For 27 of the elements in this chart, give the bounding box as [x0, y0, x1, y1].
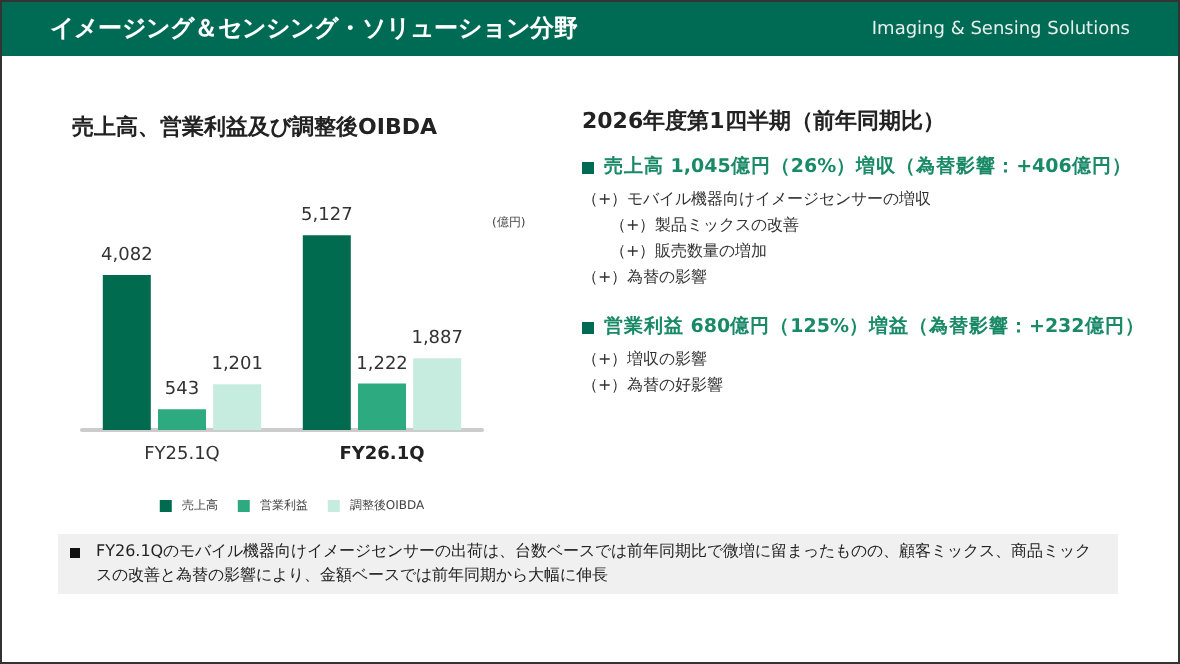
text: 営業利益 680億円（125%）増益（為替影響：+232億円） [602, 314, 1147, 340]
text: （+）増収の影響 [582, 348, 710, 372]
x-tick-label: FY25.1Q [144, 445, 220, 465]
bar [358, 383, 406, 430]
chart-title: イメージング＆センシング・ソリューション分野 [50, 12, 578, 46]
data-label: 1,222 [356, 354, 408, 375]
data-label: 5,127 [301, 206, 353, 227]
data-label: 1,887 [411, 329, 463, 350]
text: （+）モバイル機器向けイメージセンサーの増収 [582, 188, 934, 212]
data-label: 4,082 [101, 245, 153, 266]
text: （+）為替の影響 [582, 266, 710, 290]
text: FY26.1Qのモバイル機器向けイメージセンサーの出荷は、台数ベースでは前年同期比で微増に留まったものの、顧客ミックス、商品ミックスの改善と為替の影響により、金額ベースでは前年同期から大幅に伸長 [96, 540, 1094, 588]
text: 売上高 1,045億円（26%）増収（為替影響：+406億円） [602, 154, 1134, 180]
data-label: 1,201 [211, 355, 263, 376]
text: 2026年度第1四半期（前年同期比） [582, 106, 947, 136]
data-label: 543 [164, 380, 200, 401]
bar [413, 358, 462, 430]
text: Imaging & Sensing Solutions [871, 19, 1130, 39]
bar [302, 235, 351, 430]
text: （+）製品ミックスの改善 [608, 214, 802, 238]
bar [158, 409, 206, 430]
x-tick-label: FY26.1Q [339, 445, 426, 465]
bar [213, 384, 262, 430]
bar [102, 274, 151, 430]
text: （+）為替の好影響 [582, 374, 726, 398]
text: （+）販売数量の増加 [608, 240, 770, 264]
chart-subtitle: 売上高、営業利益及び調整後OIBDA [72, 114, 438, 140]
